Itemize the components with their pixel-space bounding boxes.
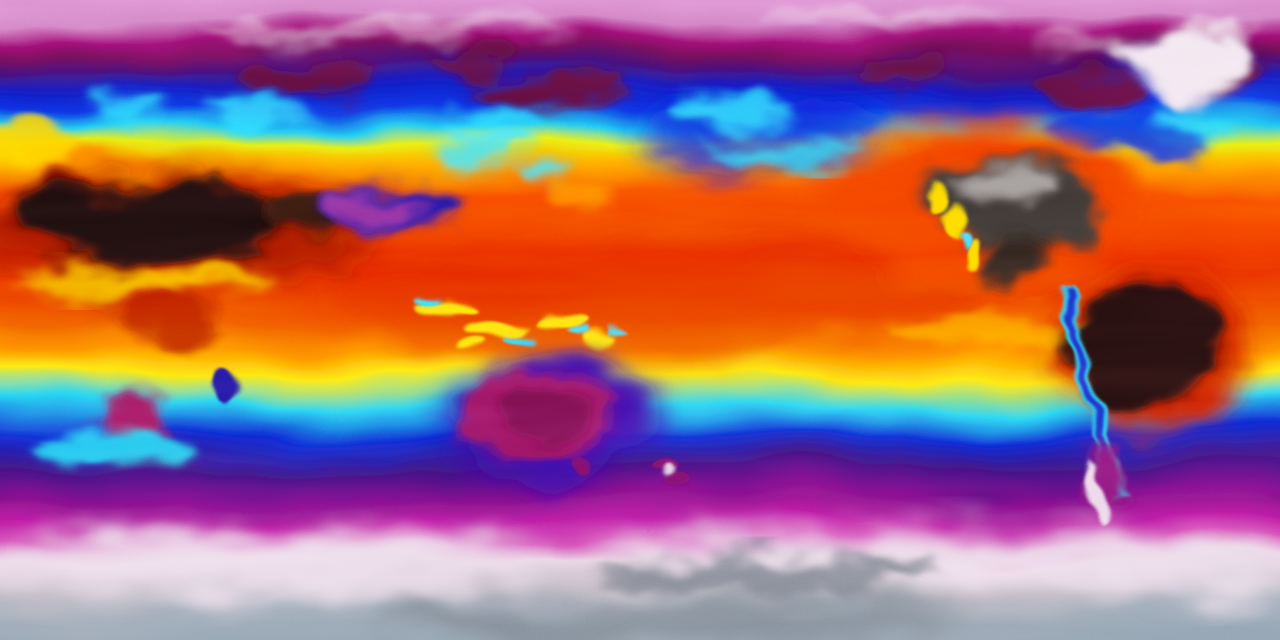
temperature-map-canvas bbox=[0, 0, 1280, 640]
global-temperature-map bbox=[0, 0, 1280, 640]
grain-texture bbox=[0, 0, 1280, 640]
